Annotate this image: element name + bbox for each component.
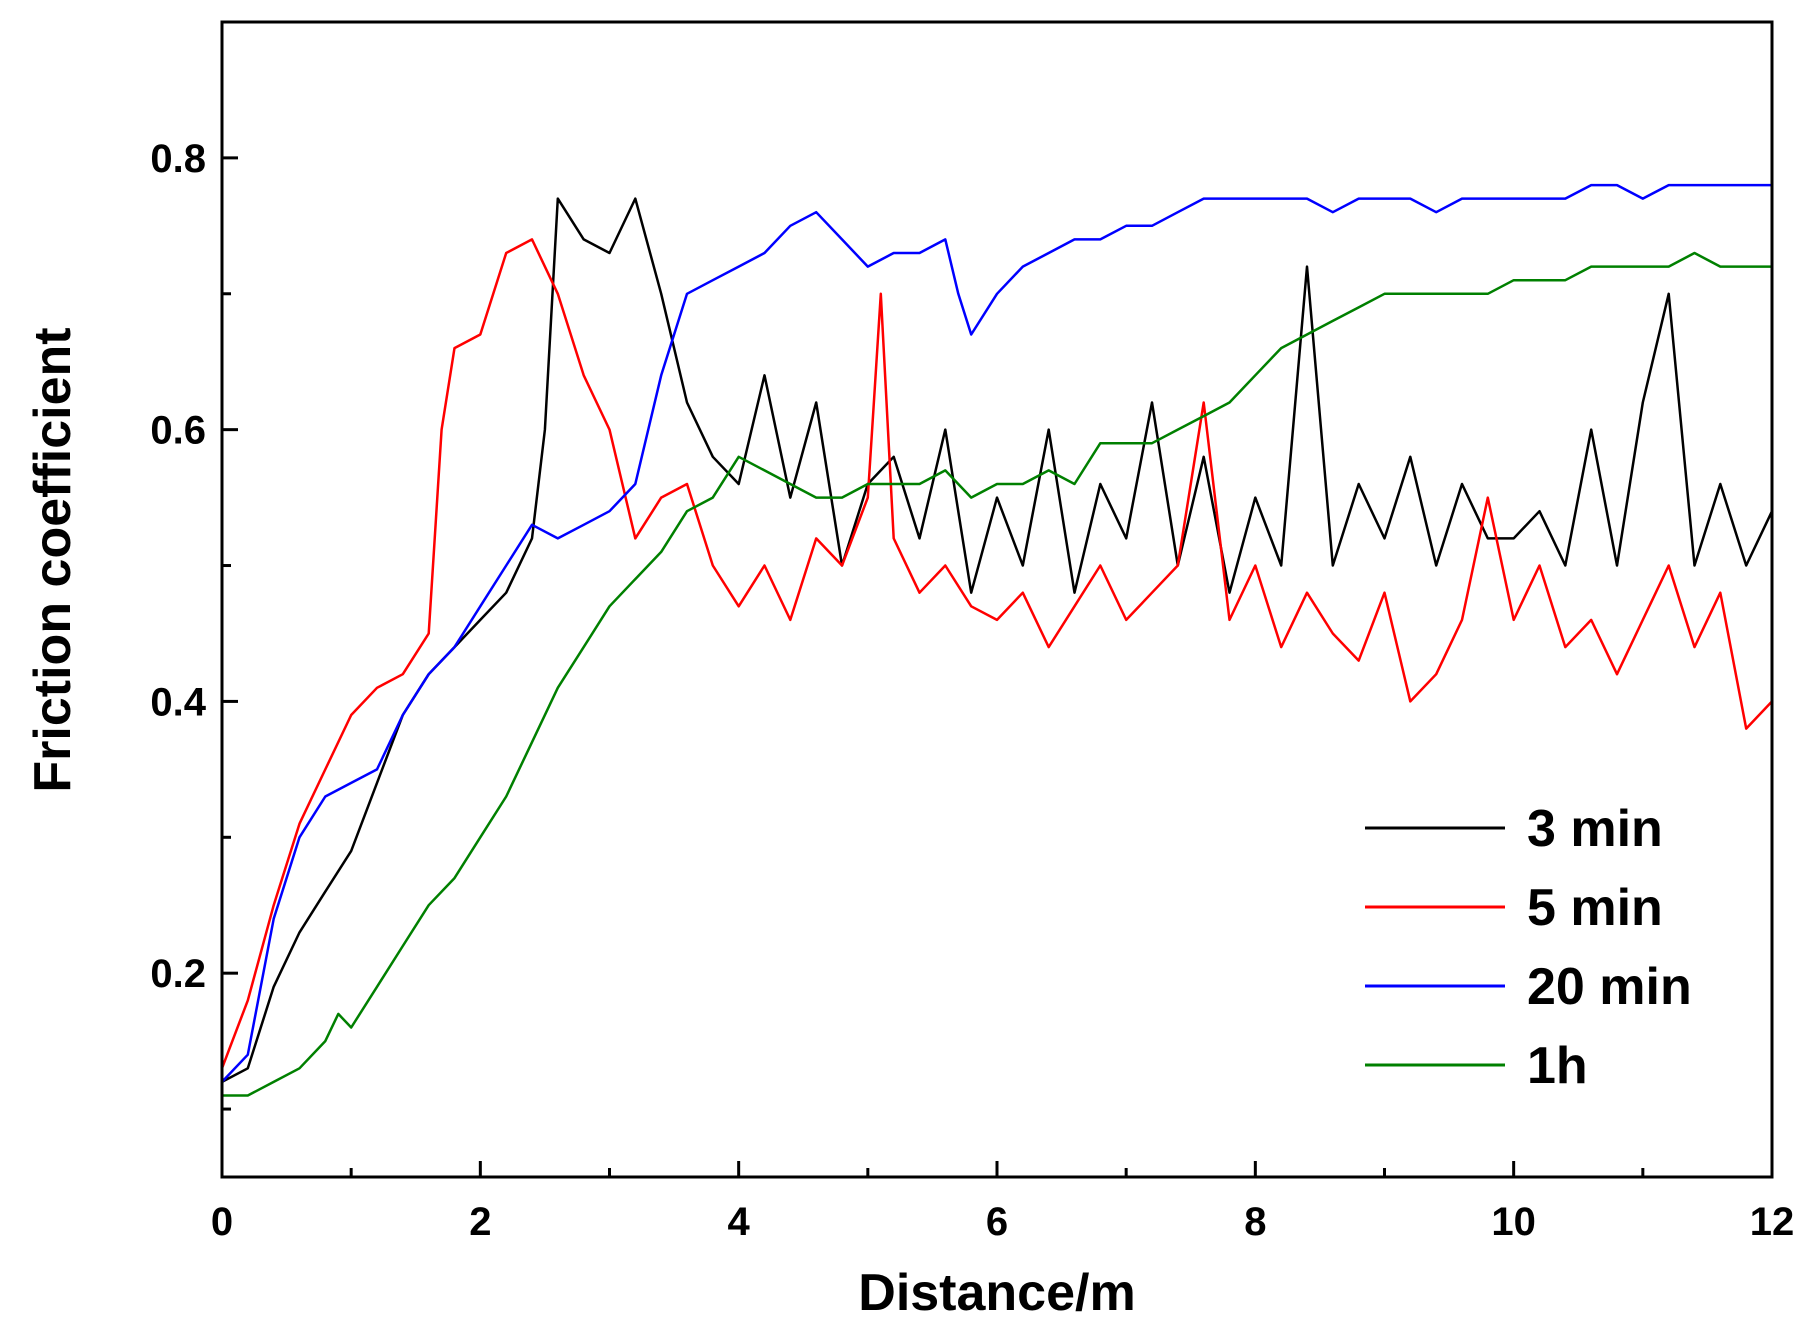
legend-label-0: 3 min bbox=[1527, 800, 1663, 858]
legend-label-3: 1h bbox=[1527, 1037, 1588, 1095]
y-tick-label: 0.6 bbox=[150, 409, 206, 453]
legend-label-2: 20 min bbox=[1527, 958, 1692, 1016]
x-tick-label: 8 bbox=[1244, 1200, 1266, 1244]
y-tick-label: 0.4 bbox=[150, 680, 206, 724]
series-line-0 bbox=[221, 197, 1774, 1084]
ticks-layer: 0 2 4 6 8 10 12 0.2 0.4 0.6 0.8 bbox=[150, 137, 1794, 1244]
x-tick-label: 6 bbox=[986, 1200, 1008, 1244]
legend: 3 min 5 min 20 min 1h bbox=[1365, 800, 1692, 1095]
series-line-1 bbox=[220, 238, 1773, 1069]
series-layer bbox=[220, 183, 1774, 1097]
legend-label-1: 5 min bbox=[1527, 879, 1663, 937]
y-tick-label: 0.2 bbox=[150, 952, 206, 996]
x-tick-label: 2 bbox=[469, 1200, 491, 1244]
series-line-2 bbox=[221, 183, 1772, 1083]
x-tick-label: 4 bbox=[728, 1200, 751, 1244]
x-tick-label: 12 bbox=[1750, 1200, 1795, 1244]
y-axis-title: Friction coefficient bbox=[24, 327, 82, 792]
y-tick-label: 0.8 bbox=[150, 137, 206, 181]
x-tick-label: 0 bbox=[211, 1200, 233, 1244]
x-axis-title: Distance/m bbox=[858, 1264, 1135, 1322]
series-line-3 bbox=[222, 251, 1772, 1097]
x-tick-label: 10 bbox=[1491, 1200, 1536, 1244]
